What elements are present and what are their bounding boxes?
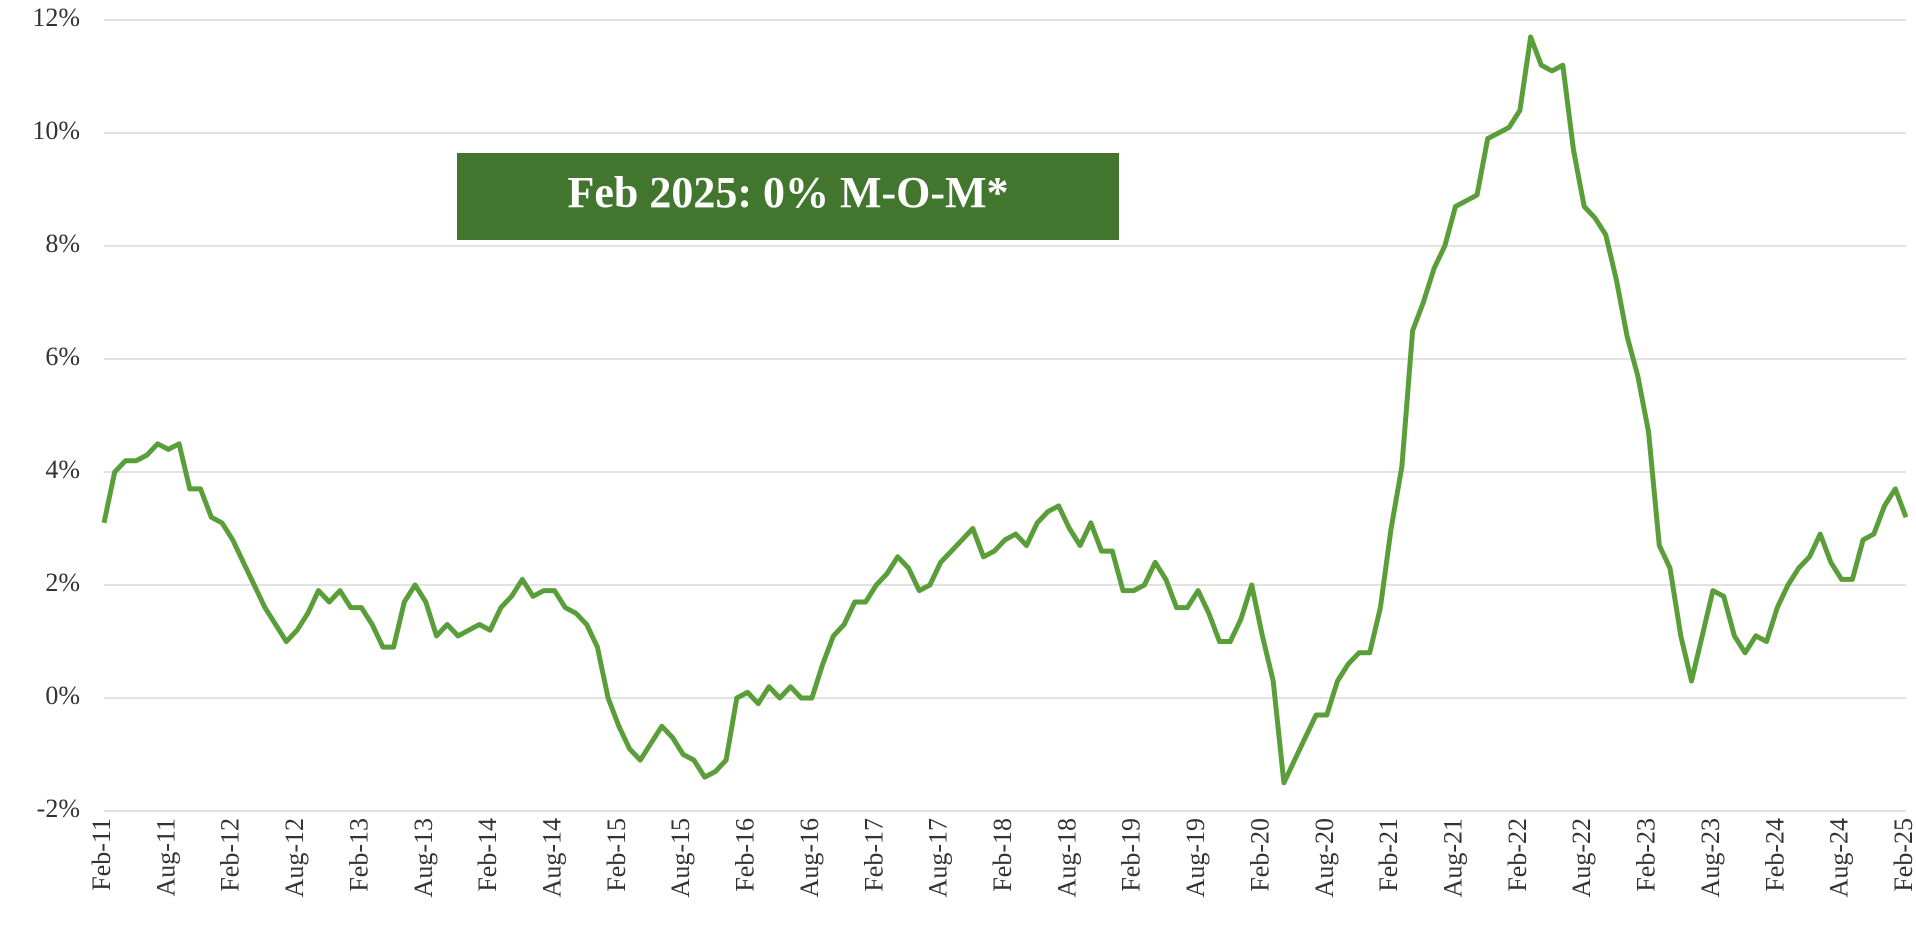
line <box>101 34 1909 786</box>
x-tick-label: Aug-21 <box>1438 818 1467 897</box>
y-tick-label: 6% <box>45 342 80 371</box>
x-tick-label: Feb-24 <box>1760 818 1789 892</box>
annotation: Feb 2025: 0% M-O-M* <box>567 168 1008 217</box>
y-tick-label: 0% <box>45 681 80 710</box>
x-tick-label: Aug-19 <box>1181 818 1210 897</box>
x-tick-label: Aug-17 <box>924 818 953 897</box>
ticks: -2% 0% 2% 4% 6% 8% 10% 12% Feb-11 Aug-11 Feb-12 Aug… <box>32 3 1916 897</box>
y-tick-label: 10% <box>32 116 80 145</box>
y-tick-label: 12% <box>32 3 80 32</box>
x-tick-label: Aug-22 <box>1567 818 1596 897</box>
x-tick-label: Aug-23 <box>1696 818 1725 897</box>
y-tick-label: 8% <box>45 229 80 258</box>
x-tick-label: Aug-20 <box>1310 818 1339 897</box>
x-tick-label: Aug-14 <box>537 818 566 897</box>
x-tick-label: Feb-13 <box>344 818 373 892</box>
x-tick-label: Feb-18 <box>988 818 1017 892</box>
x-tick-label: Feb-11 <box>87 818 116 891</box>
x-tick-label: Feb-19 <box>1117 818 1146 892</box>
y-tick-label: -2% <box>37 794 80 823</box>
x-tick-label: Feb-17 <box>859 818 888 892</box>
x-tick-label: Aug-18 <box>1052 818 1081 897</box>
x-tick-label: Feb-23 <box>1632 818 1661 892</box>
x-tick-label: Feb-20 <box>1245 818 1274 892</box>
x-tick-label: Feb-21 <box>1374 818 1403 892</box>
x-tick-label: Aug-13 <box>409 818 438 897</box>
x-tick-label: Feb-12 <box>216 818 245 892</box>
x-tick-label: Feb-16 <box>731 818 760 892</box>
x-tick-label: Feb-25 <box>1889 818 1916 892</box>
x-tick-label: Aug-11 <box>151 818 180 896</box>
x-tick-label: Feb-14 <box>473 818 502 892</box>
annotation-box <box>457 153 1119 240</box>
x-tick-label: Aug-24 <box>1825 818 1854 897</box>
x-tick-label: Aug-12 <box>280 818 309 897</box>
x-tick-label: Feb-15 <box>602 818 631 892</box>
x-tick-label: Aug-15 <box>666 818 695 897</box>
x-tick-label: Aug-16 <box>795 818 824 897</box>
x-tick-label: Feb-22 <box>1503 818 1532 892</box>
y-tick-label: 2% <box>45 568 80 597</box>
y-tick-label: 4% <box>45 455 80 484</box>
